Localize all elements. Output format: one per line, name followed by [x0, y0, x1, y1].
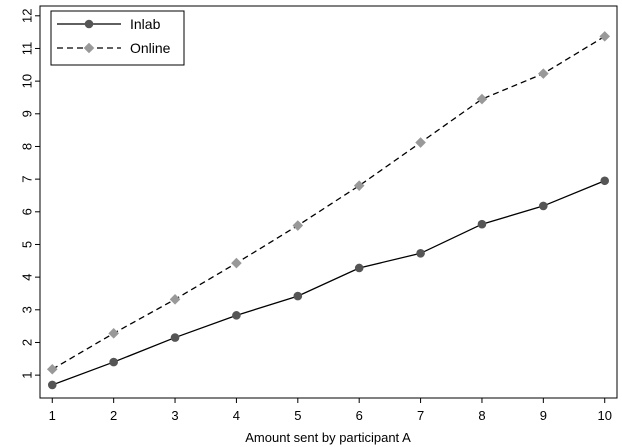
x-tick-label: 6 [356, 408, 363, 423]
legend-marker [84, 19, 94, 29]
x-tick-label: 7 [417, 408, 424, 423]
y-tick-label: 3 [20, 306, 35, 313]
y-tick-label: 1 [20, 372, 35, 379]
series-line [52, 180, 605, 386]
y-tick-label: 7 [20, 176, 35, 183]
data-point [109, 357, 118, 367]
data-point [599, 31, 611, 42]
x-tick-label: 10 [597, 408, 611, 423]
y-tick-label: 6 [20, 208, 35, 215]
series-online [46, 31, 611, 375]
x-tick-label: 5 [294, 408, 301, 423]
data-point [476, 93, 488, 105]
series-line [51, 35, 606, 370]
data-point [353, 180, 365, 191]
y-tick-label: 9 [20, 110, 35, 117]
data-point [539, 201, 548, 211]
data-point [415, 137, 426, 148]
data-point [47, 380, 57, 390]
x-tick-label: 3 [171, 408, 178, 423]
data-point [46, 363, 58, 375]
x-tick-label: 9 [540, 408, 547, 423]
y-tick-label: 4 [20, 274, 35, 281]
x-axis-title: Amount sent by participant A [245, 430, 411, 445]
x-tick-label: 8 [478, 408, 485, 423]
legend-marker [83, 42, 95, 54]
data-point [108, 328, 119, 339]
y-tick-label: 5 [20, 241, 35, 248]
legend-label: Inlab [130, 16, 161, 32]
y-tick-label: 8 [20, 143, 35, 150]
data-point [169, 294, 181, 305]
series-inlab [47, 176, 610, 390]
data-point [293, 291, 303, 301]
data-point [600, 176, 610, 186]
legend-label: Online [130, 40, 171, 56]
x-tick-label: 1 [49, 408, 56, 423]
plot-frame [39, 5, 618, 399]
legend-box [50, 10, 185, 66]
data-point [477, 219, 487, 229]
data-point [538, 68, 549, 79]
x-tick-label: 2 [110, 408, 117, 423]
series-layer [46, 31, 611, 390]
data-point [231, 257, 242, 269]
legend: Inlab Online [50, 10, 185, 66]
x-axis: 1 2 3 4 5 6 7 8 9 10 [49, 398, 612, 423]
data-point [416, 248, 425, 258]
y-tick-label: 10 [20, 74, 35, 88]
x-tick-label: 4 [233, 408, 240, 423]
y-tick-label: 12 [20, 9, 35, 23]
data-point [232, 311, 241, 320]
y-tick-label: 2 [20, 339, 35, 346]
data-point [170, 333, 180, 342]
y-tick-label: 11 [20, 42, 35, 56]
data-point [354, 263, 364, 273]
data-point [292, 220, 304, 231]
